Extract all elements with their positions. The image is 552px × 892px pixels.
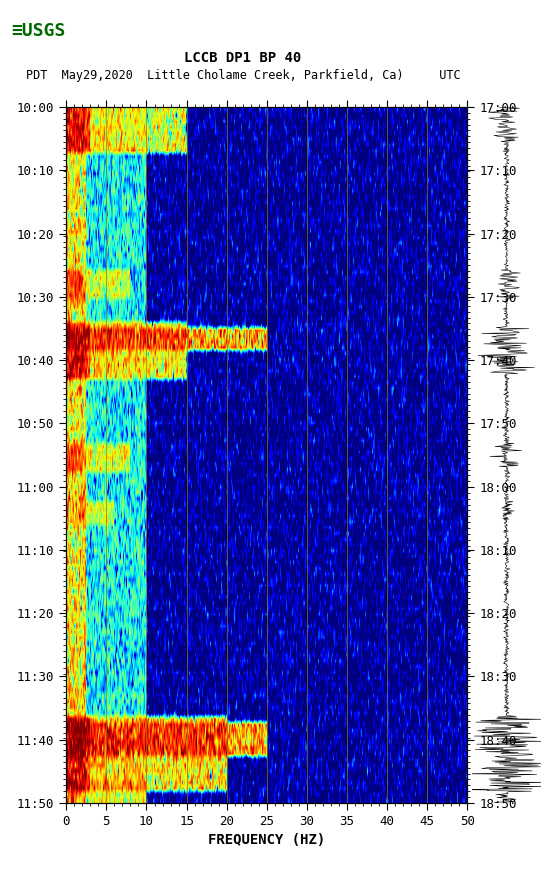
X-axis label: FREQUENCY (HZ): FREQUENCY (HZ) [208, 833, 326, 847]
Text: ≡USGS: ≡USGS [11, 22, 66, 40]
Text: PDT  May29,2020  Little Cholame Creek, Parkfield, Ca)     UTC: PDT May29,2020 Little Cholame Creek, Par… [25, 70, 460, 82]
Text: LCCB DP1 BP 40: LCCB DP1 BP 40 [184, 51, 301, 65]
